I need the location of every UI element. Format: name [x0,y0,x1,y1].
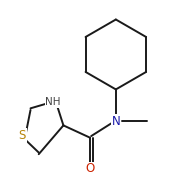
Text: N: N [112,115,120,128]
Text: NH: NH [45,97,61,107]
Text: O: O [86,162,95,176]
Text: S: S [19,129,26,142]
